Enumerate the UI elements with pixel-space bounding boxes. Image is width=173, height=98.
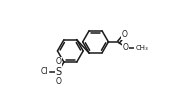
Text: O: O	[121, 30, 127, 39]
Text: Cl: Cl	[41, 67, 48, 76]
Text: O: O	[123, 43, 129, 52]
Text: S: S	[55, 67, 61, 77]
Text: O: O	[56, 57, 61, 66]
Text: O: O	[56, 77, 61, 86]
Text: CH₃: CH₃	[136, 45, 148, 51]
